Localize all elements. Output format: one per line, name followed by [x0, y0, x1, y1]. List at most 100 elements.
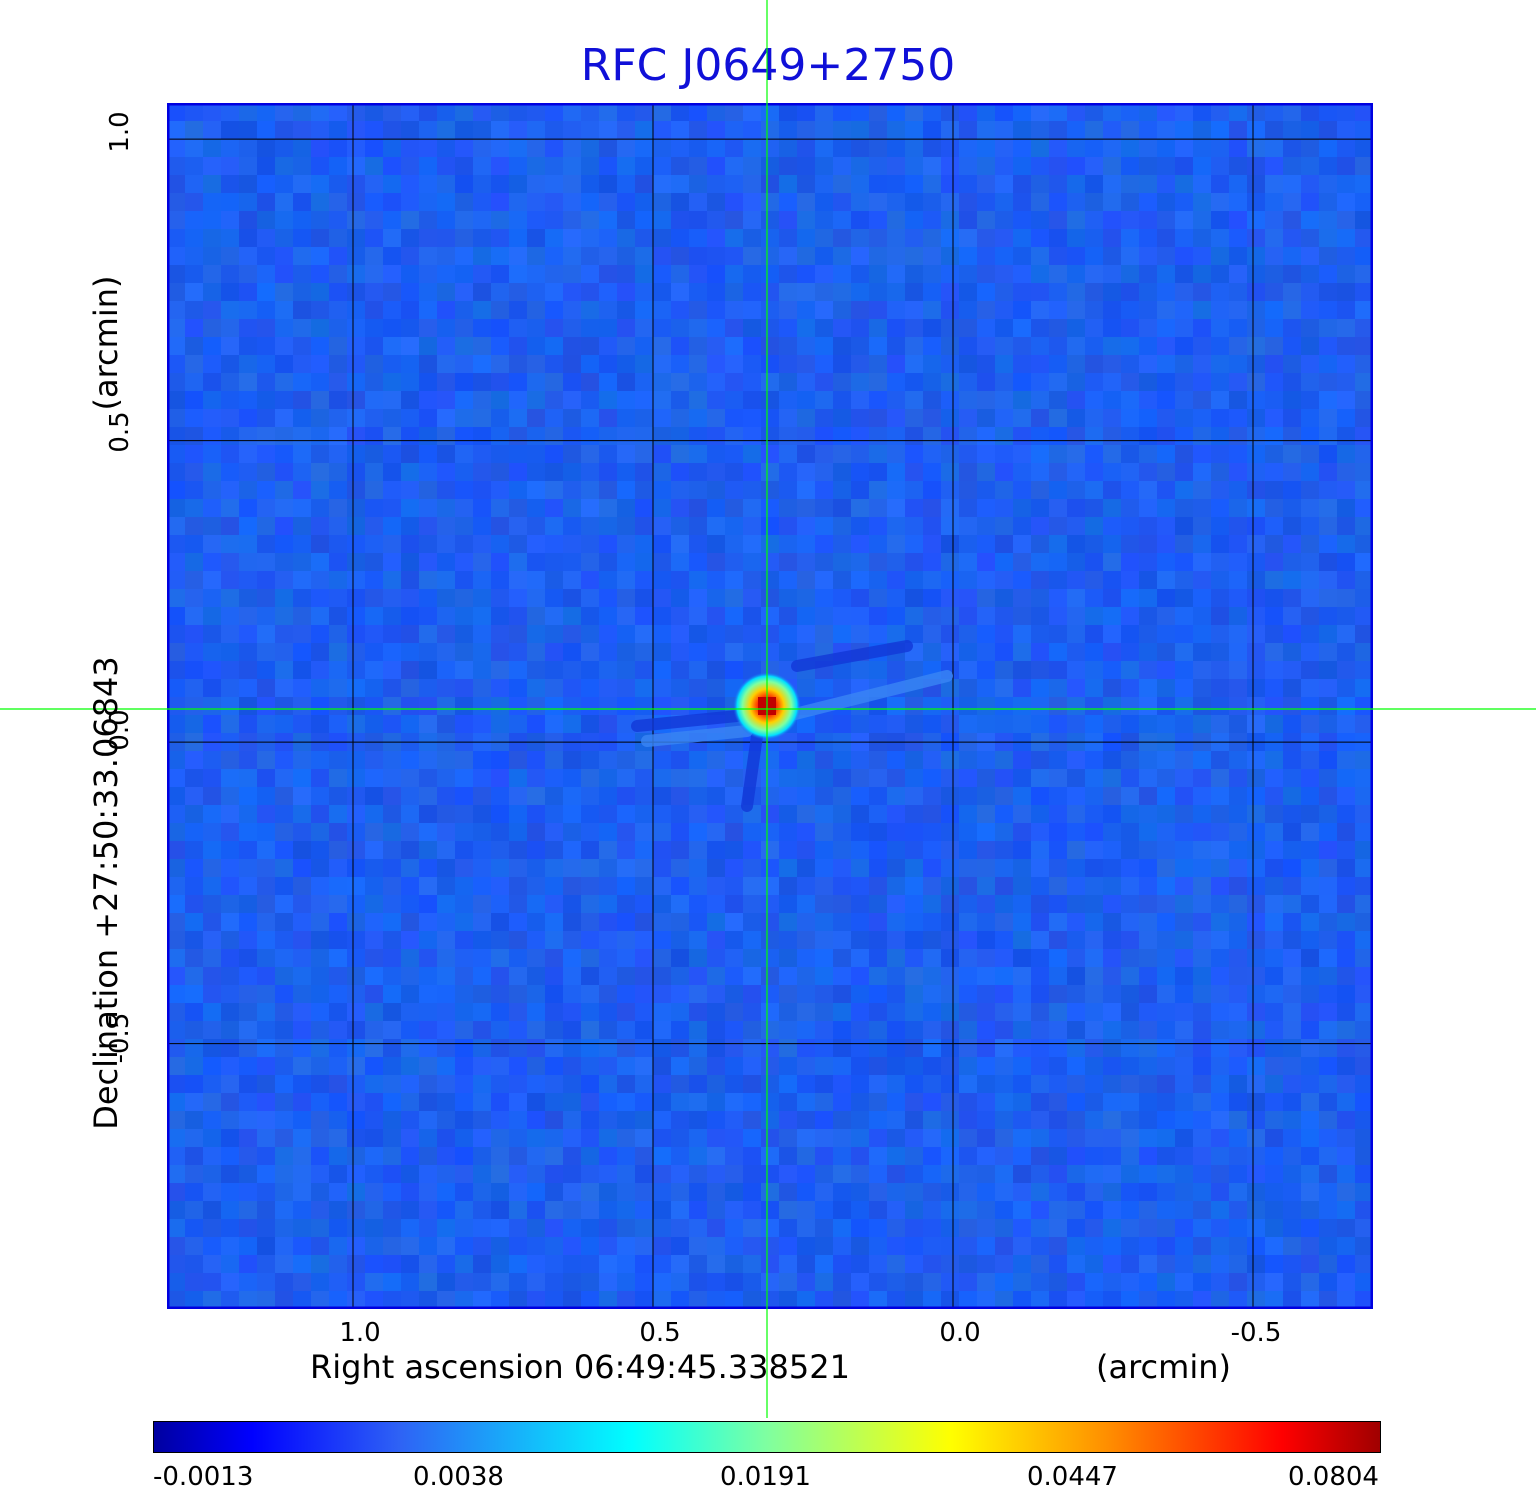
- noise-cell: [959, 373, 977, 391]
- noise-cell: [887, 859, 905, 877]
- noise-cell: [239, 319, 257, 337]
- noise-cell: [365, 265, 383, 283]
- noise-cell: [293, 895, 311, 913]
- noise-cell: [1193, 913, 1211, 931]
- noise-cell: [833, 229, 851, 247]
- noise-cell: [707, 121, 725, 139]
- noise-cell: [689, 337, 707, 355]
- noise-cell: [1265, 571, 1283, 589]
- noise-cell: [599, 643, 617, 661]
- noise-cell: [401, 517, 419, 535]
- noise-cell: [1175, 373, 1193, 391]
- noise-cell: [689, 967, 707, 985]
- noise-cell: [887, 1039, 905, 1057]
- noise-cell: [1265, 373, 1283, 391]
- noise-cell: [203, 337, 221, 355]
- noise-cell: [185, 1057, 203, 1075]
- noise-cell: [599, 607, 617, 625]
- noise-cell: [689, 157, 707, 175]
- noise-cell: [239, 391, 257, 409]
- noise-cell: [653, 535, 671, 553]
- noise-cell: [1193, 805, 1211, 823]
- noise-cell: [581, 1075, 599, 1093]
- noise-cell: [977, 193, 995, 211]
- noise-cell: [563, 967, 581, 985]
- noise-cell: [239, 121, 257, 139]
- noise-cell: [617, 1021, 635, 1039]
- noise-cell: [815, 715, 833, 733]
- noise-cell: [995, 715, 1013, 733]
- noise-cell: [293, 1219, 311, 1237]
- noise-cell: [1247, 517, 1265, 535]
- noise-cell: [293, 877, 311, 895]
- noise-cell: [923, 1075, 941, 1093]
- noise-cell: [563, 805, 581, 823]
- noise-cell: [905, 913, 923, 931]
- noise-cell: [635, 445, 653, 463]
- noise-cell: [455, 247, 473, 265]
- noise-cell: [635, 301, 653, 319]
- noise-cell: [671, 1291, 689, 1309]
- noise-cell: [185, 427, 203, 445]
- noise-cell: [815, 373, 833, 391]
- noise-cell: [995, 265, 1013, 283]
- noise-cell: [1265, 1075, 1283, 1093]
- noise-cell: [437, 877, 455, 895]
- noise-cell: [1265, 967, 1283, 985]
- noise-cell: [959, 823, 977, 841]
- noise-cell: [203, 643, 221, 661]
- noise-cell: [257, 319, 275, 337]
- noise-cell: [1139, 571, 1157, 589]
- noise-cell: [725, 1237, 743, 1255]
- noise-cell: [1319, 445, 1337, 463]
- noise-cell: [293, 787, 311, 805]
- noise-cell: [779, 1003, 797, 1021]
- noise-cell: [815, 193, 833, 211]
- noise-cell: [437, 1291, 455, 1309]
- noise-cell: [1121, 121, 1139, 139]
- noise-cell: [887, 625, 905, 643]
- noise-cell: [725, 499, 743, 517]
- noise-cell: [905, 1003, 923, 1021]
- noise-cell: [1049, 175, 1067, 193]
- noise-cell: [167, 859, 185, 877]
- noise-cell: [905, 229, 923, 247]
- noise-cell: [689, 175, 707, 193]
- noise-cell: [491, 1291, 509, 1309]
- noise-cell: [995, 247, 1013, 265]
- noise-cell: [1067, 337, 1085, 355]
- noise-cell: [923, 319, 941, 337]
- noise-cell: [167, 229, 185, 247]
- noise-cell: [473, 1093, 491, 1111]
- noise-cell: [959, 625, 977, 643]
- noise-cell: [617, 319, 635, 337]
- noise-cell: [293, 517, 311, 535]
- noise-cell: [671, 535, 689, 553]
- noise-cell: [1157, 1219, 1175, 1237]
- noise-cell: [941, 463, 959, 481]
- noise-cell: [347, 877, 365, 895]
- noise-cell: [599, 427, 617, 445]
- noise-cell: [329, 571, 347, 589]
- noise-cell: [419, 1291, 437, 1309]
- noise-cell: [815, 589, 833, 607]
- noise-cell: [1121, 427, 1139, 445]
- noise-cell: [437, 895, 455, 913]
- noise-cell: [185, 859, 203, 877]
- noise-cell: [617, 571, 635, 589]
- noise-cell: [221, 373, 239, 391]
- noise-cell: [203, 805, 221, 823]
- noise-cell: [491, 805, 509, 823]
- noise-cell: [509, 229, 527, 247]
- noise-cell: [311, 751, 329, 769]
- noise-cell: [239, 1237, 257, 1255]
- noise-cell: [401, 715, 419, 733]
- noise-cell: [311, 1057, 329, 1075]
- noise-cell: [311, 643, 329, 661]
- noise-cell: [707, 1291, 725, 1309]
- noise-cell: [941, 1183, 959, 1201]
- noise-cell: [239, 1129, 257, 1147]
- noise-cell: [401, 355, 419, 373]
- noise-cell: [635, 553, 653, 571]
- noise-cell: [977, 553, 995, 571]
